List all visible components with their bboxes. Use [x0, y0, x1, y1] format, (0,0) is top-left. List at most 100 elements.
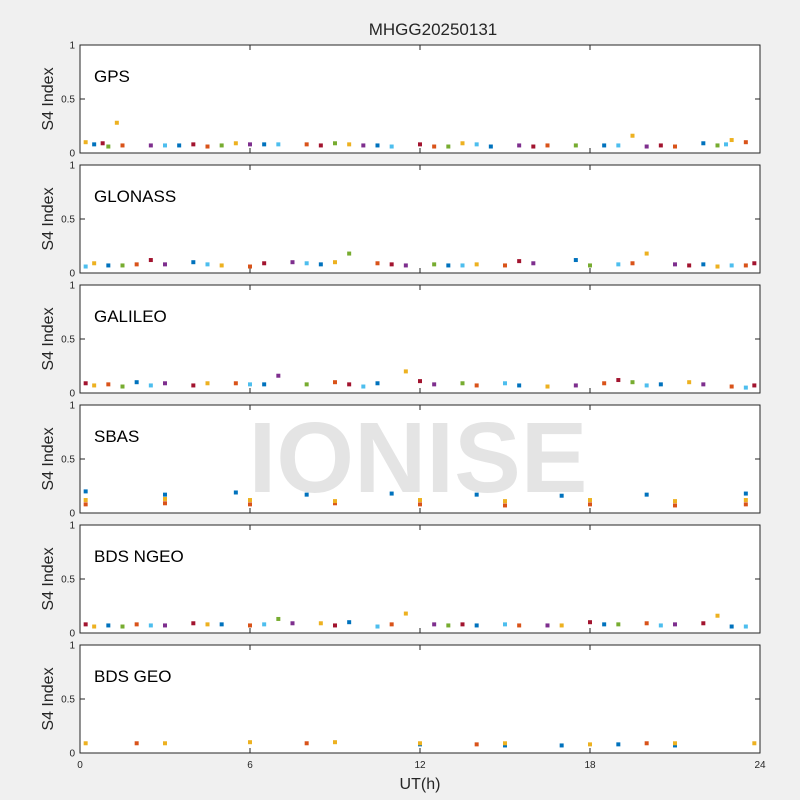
data-point: [503, 263, 507, 267]
data-point: [701, 382, 705, 386]
data-point: [616, 262, 620, 266]
data-point: [475, 142, 479, 146]
x-axis-label: UT(h): [400, 776, 441, 793]
data-point: [390, 622, 394, 626]
y-axis-label: S4 Index: [40, 187, 57, 250]
data-point: [645, 741, 649, 745]
data-point: [673, 262, 677, 266]
axes-box: [80, 45, 760, 153]
data-point: [616, 622, 620, 626]
panel-bds-geo: 0 0.5 1 S4 Index BDS GEO: [40, 641, 760, 760]
data-point: [206, 262, 210, 266]
panel-bds-ngeo: 0 0.5 1 S4 Index BDS NGEO: [40, 521, 760, 640]
data-point: [687, 380, 691, 384]
data-point: [191, 383, 195, 387]
data-point: [248, 740, 252, 744]
data-point: [333, 141, 337, 145]
x-tick-label: 6: [247, 760, 253, 771]
data-point: [262, 382, 266, 386]
data-point: [92, 142, 96, 146]
panel-glonass: 00.51S4 Index GLONASS: [40, 161, 760, 280]
y-tick-label: 1: [69, 281, 75, 292]
data-point: [262, 261, 266, 265]
data-point: [276, 617, 280, 621]
data-point: [744, 263, 748, 267]
y-tick-label: 0.5: [61, 215, 75, 226]
data-point: [404, 612, 408, 616]
data-point: [305, 382, 309, 386]
data-point: [333, 623, 337, 627]
data-point: [531, 261, 535, 265]
data-point: [135, 380, 139, 384]
data-point: [92, 383, 96, 387]
y-axis-label: S4 Index: [40, 307, 57, 370]
data-point: [744, 492, 748, 496]
data-point: [418, 741, 422, 745]
data-point: [616, 378, 620, 382]
data-point: [305, 261, 309, 265]
data-point: [752, 383, 756, 387]
data-point: [631, 134, 635, 138]
y-axis-label: S4 Index: [40, 427, 57, 490]
data-point: [106, 145, 110, 149]
data-point: [446, 145, 450, 149]
y-tick-label: 0: [69, 389, 75, 400]
data-point: [744, 502, 748, 506]
data-point: [724, 142, 728, 146]
data-point: [631, 261, 635, 265]
data-point: [574, 383, 578, 387]
data-point: [475, 262, 479, 266]
data-point: [149, 623, 153, 627]
data-point: [84, 741, 88, 745]
data-point: [319, 143, 323, 147]
data-point: [163, 623, 167, 627]
data-point: [531, 145, 535, 149]
figure-title: MHGG20250131: [369, 20, 498, 39]
data-point: [206, 145, 210, 149]
data-point: [503, 381, 507, 385]
data-point: [517, 259, 521, 263]
data-point: [248, 382, 252, 386]
data-point: [744, 625, 748, 629]
data-point: [574, 143, 578, 147]
data-point: [546, 143, 550, 147]
data-point: [716, 614, 720, 618]
y-tick-label: 0: [69, 269, 75, 280]
data-point: [730, 625, 734, 629]
data-point: [248, 623, 252, 627]
data-point: [333, 740, 337, 744]
data-point: [163, 493, 167, 497]
data-point: [475, 623, 479, 627]
data-point: [319, 621, 323, 625]
data-point: [588, 620, 592, 624]
data-point: [84, 381, 88, 385]
panel-label: SBAS: [94, 427, 139, 446]
panel-label: BDS NGEO: [94, 547, 184, 566]
data-point: [673, 145, 677, 149]
data-point: [361, 385, 365, 389]
data-point: [191, 142, 195, 146]
y-tick-label: 0: [69, 509, 75, 520]
data-point: [234, 381, 238, 385]
y-tick-label: 0: [69, 749, 75, 760]
data-point: [84, 140, 88, 144]
data-point: [645, 145, 649, 149]
data-point: [752, 261, 756, 265]
data-point: [645, 252, 649, 256]
data-point: [262, 142, 266, 146]
data-point: [276, 142, 280, 146]
data-point: [163, 381, 167, 385]
panel-label: BDS GEO: [94, 667, 171, 686]
y-tick-label: 1: [69, 161, 75, 172]
data-point: [546, 385, 550, 389]
data-point: [347, 142, 351, 146]
y-axis-label: S4 Index: [40, 667, 57, 730]
data-point: [206, 381, 210, 385]
panel-galileo: 00.51S4 Index GALILEO: [40, 281, 760, 400]
data-point: [135, 741, 139, 745]
data-point: [220, 263, 224, 267]
data-point: [616, 143, 620, 147]
data-point: [262, 622, 266, 626]
data-point: [347, 252, 351, 256]
